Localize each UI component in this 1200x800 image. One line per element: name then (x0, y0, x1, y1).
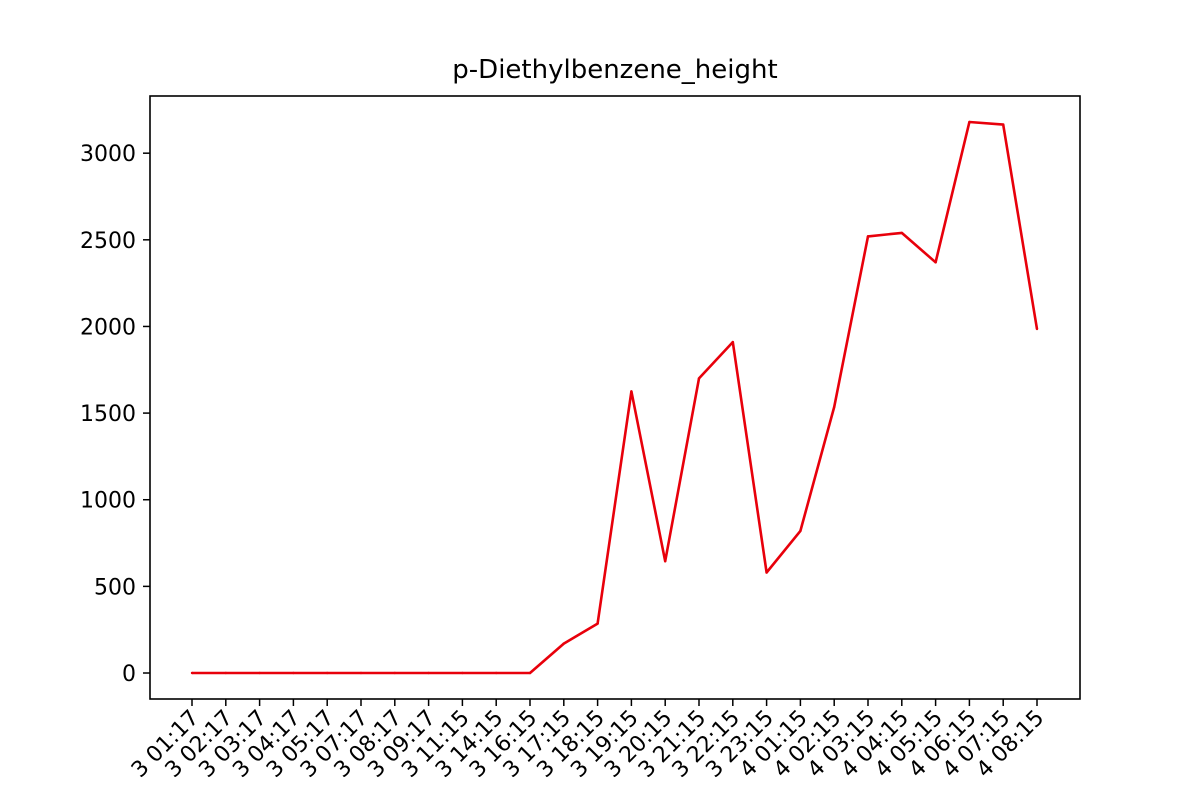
data-point (968, 120, 971, 124)
data-point (833, 405, 836, 409)
data-point (934, 261, 937, 264)
data-point (292, 671, 295, 675)
data-point (900, 231, 903, 235)
plot-frame (149, 95, 1081, 700)
y-tick-label: 500 (94, 575, 136, 600)
chart-title: p-Diethylbenzene_height (452, 55, 777, 85)
data-point (697, 377, 701, 380)
data-point (630, 390, 633, 393)
y-tick-label: 2000 (80, 315, 136, 340)
y-tick-label: 3000 (80, 142, 136, 167)
data-point (596, 622, 599, 625)
data-point (461, 671, 464, 675)
y-tick-label: 2500 (80, 229, 136, 254)
y-tick-label: 1000 (80, 489, 136, 514)
y-tick-label: 1500 (80, 402, 136, 427)
data-point (359, 671, 363, 675)
series-line (192, 120, 1039, 675)
data-point (528, 671, 532, 675)
data-point (190, 671, 194, 675)
data-point (258, 671, 261, 675)
data-point (799, 529, 802, 533)
data-point (393, 671, 396, 675)
data-point (427, 671, 430, 675)
data-point (866, 235, 870, 238)
data-point (224, 671, 227, 675)
data-point (495, 671, 498, 675)
y-tick-label: 0 (122, 662, 136, 687)
data-point (1035, 327, 1039, 331)
data-point (326, 671, 329, 675)
data-point (562, 642, 565, 645)
data-point (664, 560, 667, 563)
data-point (731, 340, 734, 344)
data-point (765, 571, 768, 574)
data-point (1002, 123, 1005, 126)
